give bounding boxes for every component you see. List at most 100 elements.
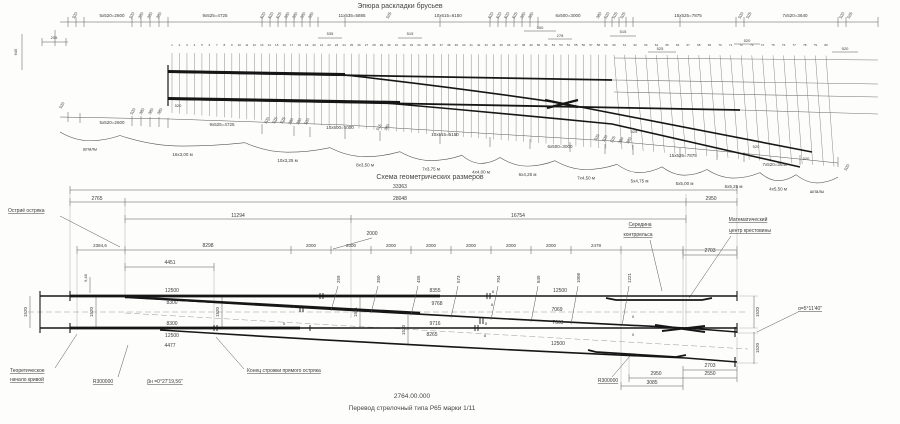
timber-group-label: шпалы bbox=[83, 147, 97, 152]
timber-group-brace bbox=[399, 151, 463, 161]
sleeper-line bbox=[804, 55, 814, 165]
dim-label: 525 bbox=[619, 10, 627, 19]
dim-label: 9x525=4725 bbox=[203, 13, 228, 18]
dim-label: 2000 bbox=[346, 243, 357, 248]
dim-label: 520 bbox=[753, 144, 760, 149]
dim-label: 5 bbox=[293, 304, 296, 309]
timber-group-label: 5x4,75 м bbox=[631, 179, 649, 184]
dim-label: 645 bbox=[13, 48, 18, 55]
sleeper-number: 4 bbox=[194, 43, 196, 47]
doc-name: Перевод стрелочный типа Р65 марки 1/11 bbox=[349, 404, 476, 412]
ordinate-label: 704 bbox=[496, 275, 501, 283]
ordinate-label: 350 bbox=[376, 275, 381, 283]
sleeper-number: 76 bbox=[782, 43, 786, 47]
timber-group-brace bbox=[244, 142, 331, 153]
sleeper-line bbox=[624, 54, 633, 151]
sleeper-number: 11 bbox=[245, 43, 248, 47]
sleeper-number: 57 bbox=[589, 43, 593, 47]
sleeper-number: 79 bbox=[814, 43, 818, 47]
sleeper-number: 59 bbox=[604, 43, 608, 47]
timber-group-label: 7x3,75 м bbox=[422, 167, 440, 172]
sleeper-number: 40 bbox=[462, 43, 466, 47]
dim-label: 8265 bbox=[426, 332, 437, 338]
dim-label: 0 bbox=[632, 314, 635, 319]
dim-label: 2703 bbox=[704, 363, 715, 369]
dim-label: 5x520=2600 bbox=[100, 120, 125, 125]
dim-label: 520 bbox=[267, 10, 275, 19]
bottom-diagram-title: Схема геометрических размеров bbox=[376, 174, 484, 181]
timber-group-label: 7x4,50 м bbox=[577, 176, 595, 181]
dim-label: 380 bbox=[527, 10, 535, 19]
ordinate-label: 1008 bbox=[576, 272, 581, 283]
dim-label: 1520 bbox=[89, 306, 94, 317]
timber-group-braces bbox=[59, 131, 839, 184]
dim-label: 278 bbox=[557, 33, 564, 38]
dim-label: 1520 bbox=[755, 342, 760, 353]
dim-label: 520 bbox=[737, 10, 745, 19]
dim-label: 380 bbox=[137, 10, 145, 19]
timber-group-label: 4x4,00 м bbox=[472, 169, 490, 174]
dim-label: 520 bbox=[129, 106, 137, 115]
dimension-labels: 520 5x520=2600 520 380 380 380 9x525=4725 520 52… bbox=[8, 10, 854, 386]
dim-label: 520 bbox=[487, 10, 495, 19]
dim-label: 1520 bbox=[755, 306, 760, 317]
sleeper-number: 60 bbox=[612, 43, 616, 47]
sleeper-number: 54 bbox=[567, 43, 571, 47]
sleeper-number: 55 bbox=[574, 43, 578, 47]
dim-label: 2950 bbox=[705, 196, 716, 202]
sleeper-number: 44 bbox=[492, 43, 496, 47]
timber-group-brace bbox=[329, 147, 401, 157]
dim-label: начало кривой bbox=[10, 376, 44, 383]
sleeper-line bbox=[719, 55, 729, 158]
sleeper-line bbox=[751, 55, 761, 161]
dim-label: 520 bbox=[603, 10, 611, 19]
dim-label: Середина bbox=[628, 222, 651, 228]
sleeper-number: 47 bbox=[514, 43, 518, 47]
ordinate-leader bbox=[530, 285, 539, 323]
dim-label: 4451 bbox=[164, 260, 175, 266]
dim-label: 525 bbox=[271, 115, 279, 124]
sleeper-number: 68 bbox=[697, 43, 701, 47]
dim-label: 525 bbox=[275, 10, 283, 19]
dim-label: 9x525=4725 bbox=[210, 122, 235, 127]
sleeper-line bbox=[634, 54, 644, 152]
dim-label: 15x525=7875 bbox=[669, 153, 697, 158]
sleeper-number: 62 bbox=[634, 43, 638, 47]
dim-label: 28048 bbox=[393, 196, 407, 202]
dim-label: 525 bbox=[279, 115, 287, 124]
dim-label: 380 bbox=[617, 135, 625, 144]
dim-label: 515 bbox=[407, 31, 414, 36]
dim-label: 2000 bbox=[306, 243, 317, 248]
dim-label: 11x535=5885 bbox=[338, 13, 366, 18]
timber-group-label: 6x5,25 м bbox=[725, 184, 743, 189]
dim-label: 520 bbox=[263, 115, 271, 124]
sleeper-number: 34 bbox=[417, 43, 421, 47]
dim-label: 520 bbox=[128, 10, 136, 19]
dim-label: 520 bbox=[71, 10, 79, 19]
timber-group-brace bbox=[499, 157, 556, 167]
sleeper-line bbox=[815, 55, 824, 166]
sleeper-number: 15 bbox=[275, 43, 279, 47]
timber-group-brace bbox=[119, 135, 246, 147]
timber-group-label: шпалы bbox=[810, 189, 824, 194]
sleeper-number: 67 bbox=[687, 43, 691, 47]
dim-label: 33363 bbox=[393, 184, 407, 190]
dim-label: 380 bbox=[519, 10, 527, 19]
dim-label: 2000 bbox=[366, 231, 377, 237]
ordinate-label: 849 bbox=[536, 275, 541, 283]
sleeper-number: 12 bbox=[253, 43, 257, 47]
timber-group-brace bbox=[461, 155, 501, 164]
dim-label: Теоретическое bbox=[10, 368, 45, 374]
sleeper-number: 39 bbox=[455, 43, 459, 47]
timber-group-label: 5x5,00 м bbox=[676, 181, 694, 186]
sleeper-number: 26 bbox=[357, 43, 361, 47]
dim-label: 10x515=5150 bbox=[431, 132, 459, 137]
dim-label: 380 bbox=[307, 10, 315, 19]
dim-label: 2550 bbox=[704, 371, 715, 377]
dim-label: 16754 bbox=[511, 213, 525, 219]
ordinate-leader bbox=[410, 285, 419, 316]
sleeper-number: 33 bbox=[410, 43, 414, 47]
dim-label: 8298 bbox=[202, 243, 213, 249]
top-diagram-title: Эпюра раскладки брусьев bbox=[357, 2, 442, 10]
